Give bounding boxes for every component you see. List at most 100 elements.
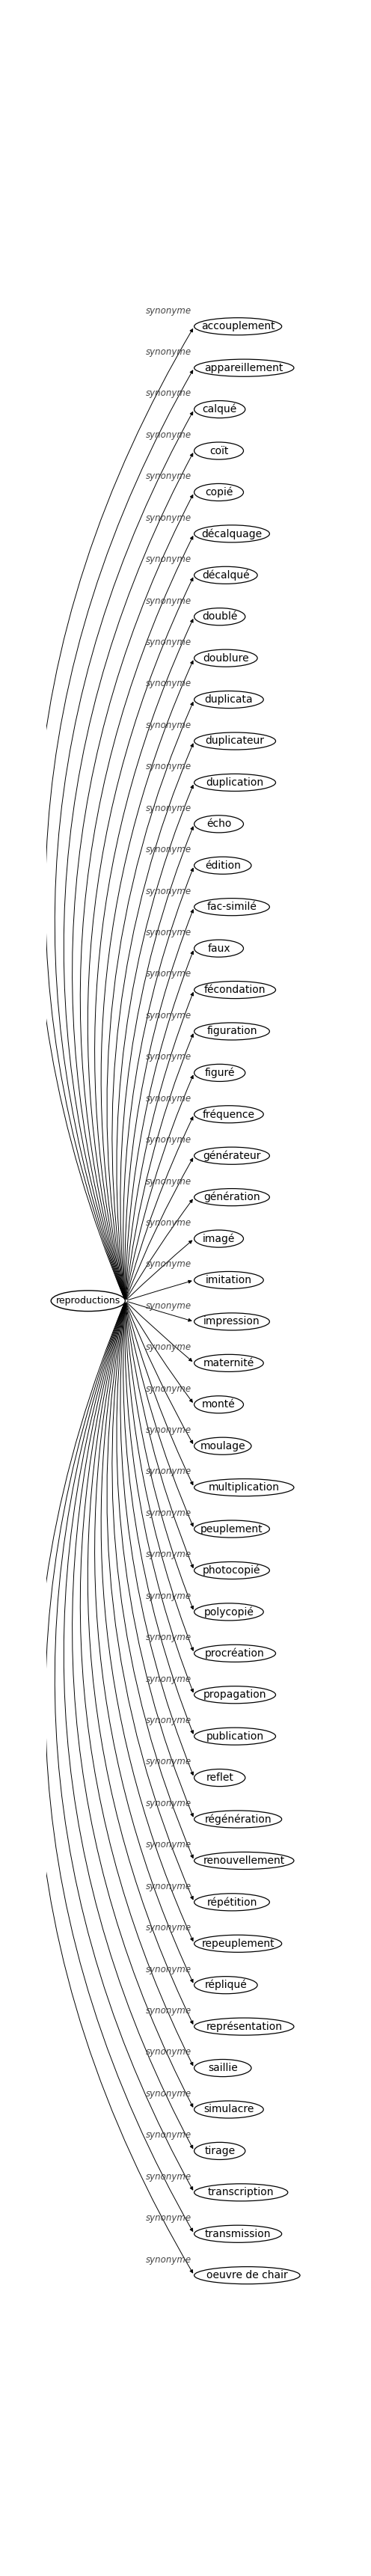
Text: imitation: imitation — [206, 1275, 252, 1285]
Text: synonyme: synonyme — [145, 1051, 191, 1061]
Ellipse shape — [194, 2143, 245, 2159]
Ellipse shape — [194, 649, 257, 667]
Text: synonyme: synonyme — [145, 2007, 191, 2014]
FancyArrowPatch shape — [127, 1303, 192, 1360]
Text: synonyme: synonyme — [145, 1922, 191, 1932]
Text: synonyme: synonyme — [145, 927, 191, 938]
Ellipse shape — [194, 1770, 245, 1785]
Text: synonyme: synonyme — [145, 721, 191, 729]
Text: générateur: générateur — [203, 1151, 261, 1162]
FancyArrowPatch shape — [88, 577, 193, 1298]
Text: synonyme: synonyme — [145, 1260, 191, 1270]
FancyArrowPatch shape — [45, 1303, 193, 2231]
Text: synonyme: synonyme — [145, 636, 191, 647]
Text: synonyme: synonyme — [145, 1177, 191, 1188]
FancyArrowPatch shape — [64, 1303, 193, 2148]
Text: fac-similé: fac-similé — [207, 902, 257, 912]
Ellipse shape — [194, 1935, 282, 1953]
Text: synonyme: synonyme — [145, 1965, 191, 1973]
Text: synonyme: synonyme — [145, 554, 191, 564]
Ellipse shape — [194, 526, 270, 544]
Text: synonyme: synonyme — [145, 845, 191, 855]
FancyArrowPatch shape — [125, 1074, 193, 1298]
Text: synonyme: synonyme — [145, 2213, 191, 2223]
Ellipse shape — [194, 1479, 294, 1497]
Text: polycopié: polycopié — [204, 1607, 254, 1618]
FancyArrowPatch shape — [80, 1303, 193, 2066]
Ellipse shape — [194, 2058, 251, 2076]
Text: renouvellement: renouvellement — [203, 1855, 285, 1865]
FancyArrowPatch shape — [126, 1118, 193, 1298]
FancyArrowPatch shape — [72, 1303, 193, 2107]
FancyArrowPatch shape — [64, 453, 193, 1298]
Text: synonyme: synonyme — [145, 1383, 191, 1394]
Ellipse shape — [194, 567, 257, 585]
Text: décalqué: décalqué — [202, 569, 250, 580]
Text: oeuvre de chair: oeuvre de chair — [206, 2269, 288, 2280]
Text: repeuplement: repeuplement — [201, 1937, 275, 1950]
Ellipse shape — [194, 1437, 251, 1455]
Ellipse shape — [194, 732, 276, 750]
Text: synonyme: synonyme — [145, 2048, 191, 2058]
Text: synonyme: synonyme — [145, 1301, 191, 1311]
Text: moulage: moulage — [200, 1440, 246, 1450]
Text: répliqué: répliqué — [204, 1981, 247, 1991]
FancyArrowPatch shape — [125, 992, 193, 1298]
FancyArrowPatch shape — [123, 868, 193, 1298]
Ellipse shape — [194, 402, 245, 417]
Text: duplicateur: duplicateur — [206, 737, 265, 747]
Text: synonyme: synonyme — [145, 969, 191, 979]
Ellipse shape — [194, 1643, 276, 1662]
Text: copié: copié — [205, 487, 233, 497]
FancyArrowPatch shape — [95, 1303, 193, 1984]
Text: synonyme: synonyme — [145, 2130, 191, 2141]
Text: synonyme: synonyme — [145, 1592, 191, 1600]
Text: synonyme: synonyme — [145, 1466, 191, 1476]
FancyArrowPatch shape — [125, 1303, 193, 1569]
FancyArrowPatch shape — [126, 1303, 193, 1484]
FancyArrowPatch shape — [125, 1033, 193, 1298]
FancyArrowPatch shape — [126, 1303, 193, 1401]
Text: reflet: reflet — [206, 1772, 233, 1783]
Text: synonyme: synonyme — [145, 471, 191, 482]
Ellipse shape — [194, 1893, 270, 1911]
Ellipse shape — [194, 1229, 243, 1247]
Text: synonyme: synonyme — [145, 1798, 191, 1808]
FancyArrowPatch shape — [120, 827, 193, 1298]
Ellipse shape — [194, 940, 243, 958]
Ellipse shape — [194, 2102, 263, 2117]
Ellipse shape — [194, 817, 243, 832]
Text: accouplement: accouplement — [201, 322, 275, 332]
Text: propagation: propagation — [203, 1690, 266, 1700]
Text: synonyme: synonyme — [145, 1633, 191, 1643]
FancyArrowPatch shape — [107, 703, 193, 1298]
Text: synonyme: synonyme — [145, 2089, 191, 2099]
Text: saillie: saillie — [208, 2063, 237, 2074]
FancyArrowPatch shape — [116, 1303, 193, 1816]
Text: fécondation: fécondation — [204, 984, 266, 994]
Text: doublé: doublé — [202, 611, 237, 621]
Ellipse shape — [194, 2184, 288, 2200]
Ellipse shape — [194, 443, 243, 459]
Text: duplication: duplication — [206, 778, 264, 788]
FancyArrowPatch shape — [112, 1303, 193, 1857]
FancyArrowPatch shape — [125, 1303, 193, 1610]
FancyArrowPatch shape — [35, 330, 193, 1298]
Text: imagé: imagé — [203, 1234, 235, 1244]
Text: peuplement: peuplement — [201, 1525, 263, 1535]
Text: synonyme: synonyme — [145, 595, 191, 605]
Ellipse shape — [194, 1852, 294, 1870]
Ellipse shape — [194, 1602, 263, 1620]
Text: synonyme: synonyme — [145, 1342, 191, 1352]
Ellipse shape — [194, 1396, 243, 1414]
Text: représentation: représentation — [206, 2022, 282, 2032]
Ellipse shape — [194, 1314, 270, 1329]
FancyArrowPatch shape — [116, 786, 193, 1298]
Text: synonyme: synonyme — [145, 804, 191, 814]
FancyArrowPatch shape — [127, 1301, 191, 1321]
FancyArrowPatch shape — [125, 1303, 193, 1651]
Ellipse shape — [194, 1273, 263, 1288]
FancyArrowPatch shape — [55, 412, 193, 1298]
FancyArrowPatch shape — [126, 1159, 193, 1298]
Text: simulacre: simulacre — [204, 2105, 254, 2115]
